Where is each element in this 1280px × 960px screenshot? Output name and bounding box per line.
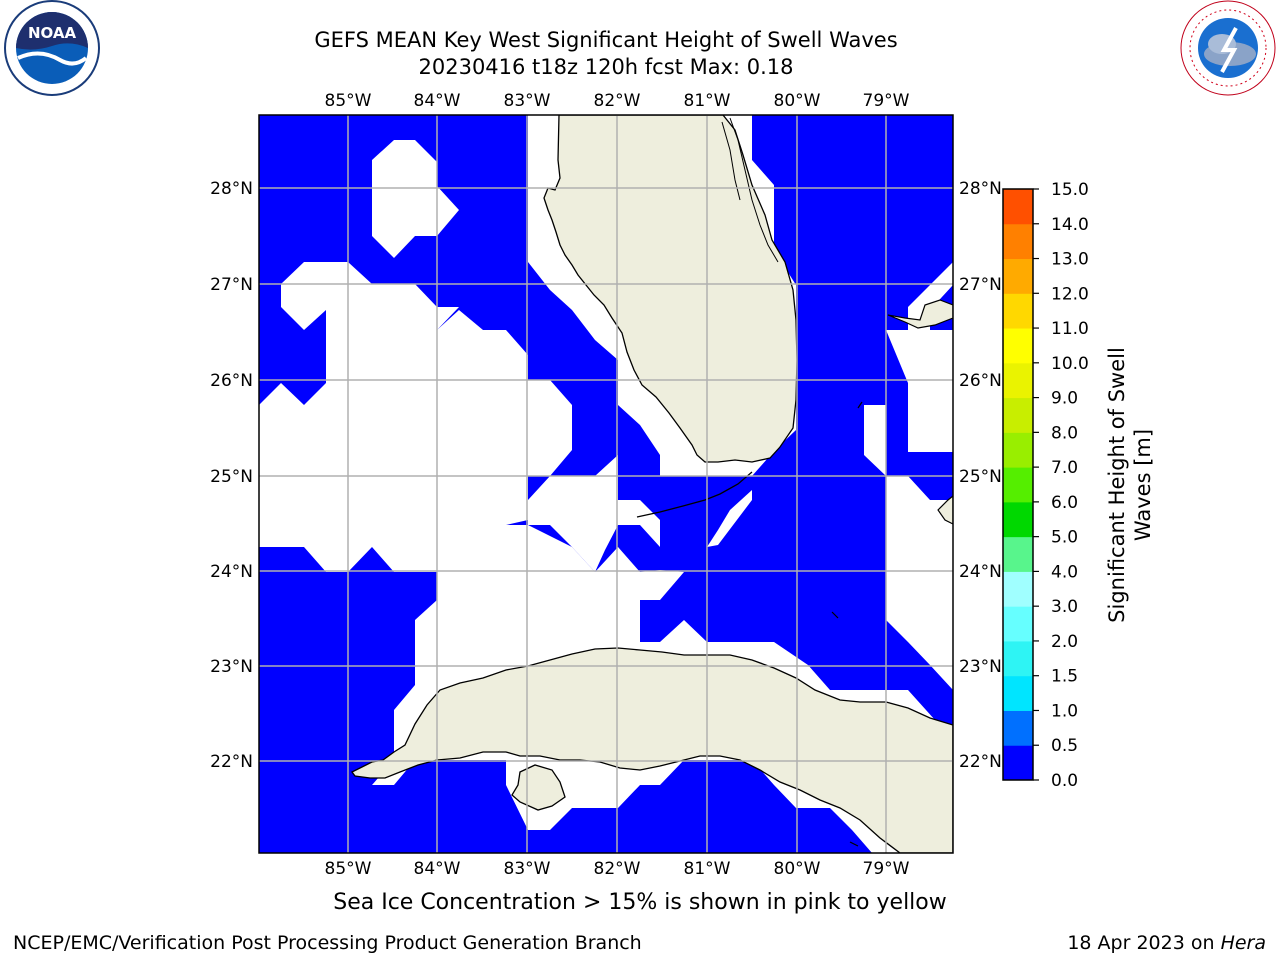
- lon-label-top: 82°W: [594, 91, 641, 111]
- colorbar-segment: [1003, 362, 1033, 399]
- lat-label-right: 27°N: [959, 275, 1002, 295]
- lon-label-top: 84°W: [414, 91, 461, 111]
- florida-landmass: [543, 115, 798, 463]
- colorbar-tick-label: 5.0: [1051, 528, 1078, 548]
- lat-labels-right: 28°N 27°N 26°N 25°N 24°N 23°N 22°N: [959, 179, 1002, 772]
- colorbar-tick-label: 1.0: [1051, 701, 1078, 721]
- footer-date: 18 Apr 2023 on Hera: [1067, 932, 1266, 954]
- colorbar-segment: [1003, 293, 1033, 329]
- lon-label-top: 83°W: [504, 91, 551, 111]
- colorbar-tick-label: 1.5: [1051, 667, 1078, 687]
- lon-label-bottom: 84°W: [414, 859, 461, 879]
- colorbar-label-line-1: Significant Height of Swell: [1105, 347, 1129, 623]
- cuba-landmass: [351, 647, 953, 853]
- colorbar-tick-label: 14.0: [1051, 215, 1089, 235]
- lat-label-right: 23°N: [959, 657, 1002, 677]
- colorbar: 0.0 0.5 1.0 1.5 2.0 3.0 4.0 5.0 6.0 7.0 8.0 9.0 10.0…: [1002, 180, 1089, 791]
- colorbar-segment: [1003, 189, 1033, 225]
- footer-branch: NCEP/EMC/Verification Post Processing Pr…: [13, 932, 642, 954]
- colorbar-segment: [1003, 397, 1033, 433]
- lat-label-left: 24°N: [210, 562, 253, 582]
- footer-host: Hera: [1220, 932, 1266, 954]
- lat-label-right: 25°N: [959, 467, 1002, 487]
- colorbar-tick-label: 15.0: [1051, 180, 1089, 200]
- nws-logo: [1180, 0, 1276, 96]
- lon-label-bottom: 80°W: [774, 859, 821, 879]
- lat-labels-left: 28°N 27°N 26°N 25°N 24°N 23°N 22°N: [210, 179, 253, 772]
- lon-label-top: 79°W: [863, 91, 910, 111]
- sea-ice-note: Sea Ice Concentration > 15% is shown in …: [333, 890, 947, 915]
- noaa-logo: NOAA: [4, 0, 100, 96]
- colorbar-tick-label: 7.0: [1051, 458, 1078, 478]
- colorbar-segment: [1003, 258, 1033, 294]
- lat-label-right: 26°N: [959, 371, 1002, 391]
- colorbar-tick-label: 9.0: [1051, 389, 1078, 409]
- lon-label-bottom: 79°W: [863, 859, 910, 879]
- lat-label-right: 24°N: [959, 562, 1002, 582]
- colorbar-tick-label: 3.0: [1051, 597, 1078, 617]
- colorbar-segment: [1003, 328, 1033, 364]
- colorbar-segment: [1003, 432, 1033, 468]
- colorbar-tick-label: 0.0: [1051, 771, 1078, 791]
- bahamas: [887, 299, 953, 329]
- lon-labels-top: 85°W 84°W 83°W 82°W 81°W 80°W 79°W: [325, 91, 910, 111]
- lon-labels-bottom: 85°W 84°W 83°W 82°W 81°W 80°W 79°W: [325, 859, 910, 879]
- lat-label-right: 28°N: [959, 179, 1002, 199]
- colorbar-segment: [1003, 223, 1033, 260]
- lon-label-bottom: 83°W: [504, 859, 551, 879]
- colorbar-tick-label: 0.5: [1051, 736, 1078, 756]
- colorbar-segment: [1003, 467, 1033, 503]
- map-frame: [258, 114, 954, 854]
- colorbar-tick-label: 13.0: [1051, 250, 1089, 270]
- lon-label-top: 80°W: [774, 91, 821, 111]
- footer-date-text: 18 Apr 2023 on: [1067, 932, 1221, 954]
- colorbar-segment: [1003, 571, 1033, 607]
- map-area: [259, 115, 953, 853]
- lat-label-left: 26°N: [210, 371, 253, 391]
- lat-label-left: 27°N: [210, 275, 253, 295]
- colorbar-tick-label: 2.0: [1051, 632, 1078, 652]
- lat-label-left: 25°N: [210, 467, 253, 487]
- title-line-1: GEFS MEAN Key West Significant Height of…: [314, 28, 898, 52]
- colorbar-label-line-2: Waves [m]: [1131, 429, 1155, 541]
- colorbar-tick-label: 11.0: [1051, 319, 1089, 339]
- colorbar-tick-label: 8.0: [1051, 423, 1078, 443]
- lon-label-bottom: 81°W: [684, 859, 731, 879]
- colorbar-tick-label: 6.0: [1051, 493, 1078, 513]
- colorbar-tick-label: 12.0: [1051, 284, 1089, 304]
- colorbar-segment: [1003, 606, 1033, 642]
- colorbar-segment: [1003, 536, 1033, 572]
- colorbar-segment: [1003, 640, 1033, 677]
- colorbar-tick-label: 4.0: [1051, 562, 1078, 582]
- graticule: [259, 115, 953, 853]
- colorbar-segment: [1003, 501, 1033, 538]
- lat-label-left: 22°N: [210, 752, 253, 772]
- lon-label-bottom: 85°W: [325, 859, 372, 879]
- lon-label-top: 85°W: [325, 91, 372, 111]
- title-line-2: 20230416 t18z 120h fcst Max: 0.18: [418, 55, 794, 79]
- colorbar-segment: [1003, 745, 1033, 781]
- colorbar-segment: [1003, 710, 1033, 746]
- colorbar-tick-label: 10.0: [1051, 354, 1089, 374]
- lat-label-right: 22°N: [959, 752, 1002, 772]
- colorbar-frame: [1002, 188, 1034, 781]
- colorbar-segment: [1003, 675, 1033, 711]
- lon-label-top: 81°W: [684, 91, 731, 111]
- isle-of-youth: [511, 764, 566, 811]
- lon-label-bottom: 82°W: [594, 859, 641, 879]
- florida-keys: [636, 471, 753, 518]
- lat-label-left: 28°N: [210, 179, 253, 199]
- noaa-logo-text: NOAA: [28, 24, 77, 42]
- lat-label-left: 23°N: [210, 657, 253, 677]
